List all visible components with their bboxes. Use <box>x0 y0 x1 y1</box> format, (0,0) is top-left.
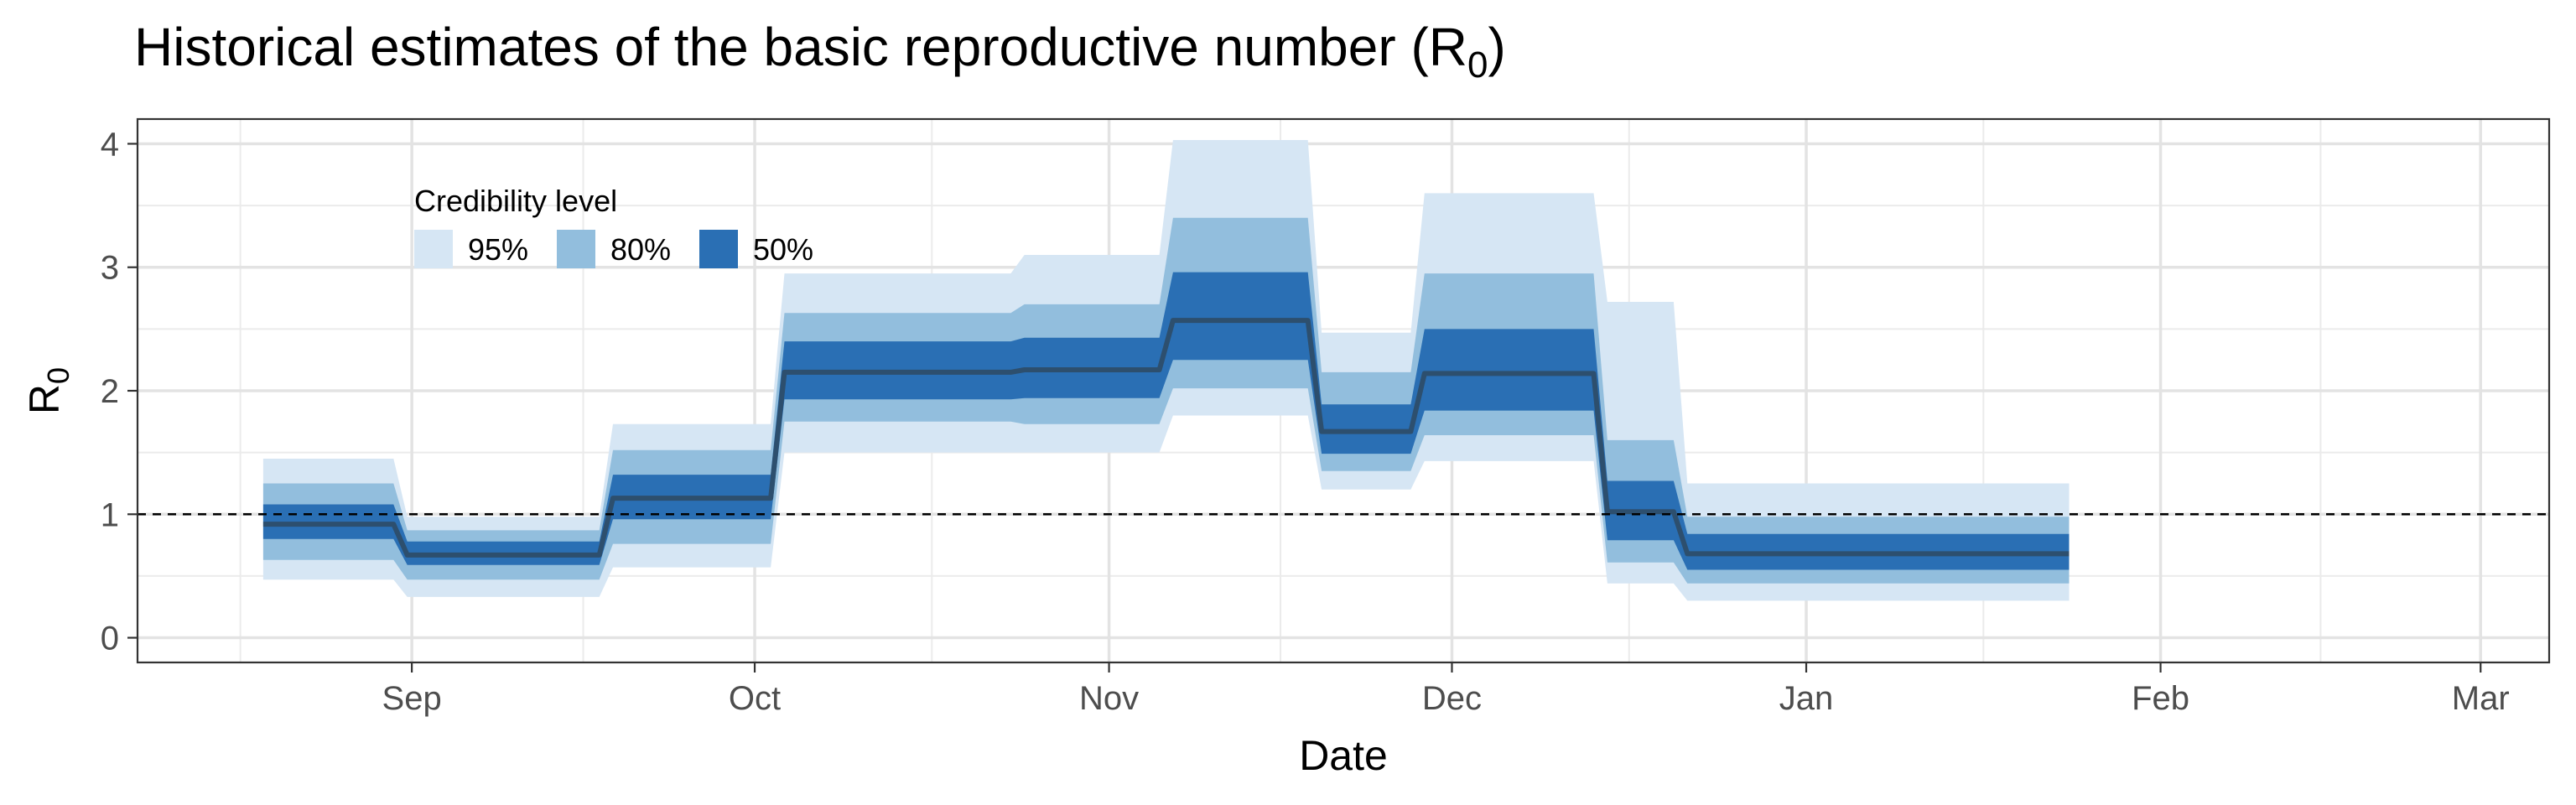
x-tick-label: Nov <box>1079 680 1139 717</box>
band-50 <box>262 272 2070 570</box>
legend-label: 50% <box>753 232 813 267</box>
y-axis-title: R0 <box>21 367 75 414</box>
x-tick-label: Sep <box>382 680 442 717</box>
chart-title: Historical estimates of the basic reprod… <box>134 17 1506 86</box>
median-line <box>262 318 2070 558</box>
legend-items: 95% 80% 50% <box>414 230 813 268</box>
x-axis-title: Date <box>1299 732 1388 779</box>
legend-swatch <box>699 230 738 268</box>
legend-label: 80% <box>610 232 671 267</box>
x-tick-label: Oct <box>729 680 781 717</box>
x-tick-label: Mar <box>2452 680 2510 717</box>
legend-swatch <box>414 230 453 268</box>
y-tick-label: 0 <box>101 621 119 657</box>
y-tick-label: 1 <box>101 496 119 533</box>
legend-swatch <box>557 230 595 268</box>
legend: Credibility level 95% 80% 50% <box>414 184 813 268</box>
y-tick-label: 4 <box>101 126 119 163</box>
y-tick-label: 2 <box>101 373 119 410</box>
band-50-series <box>262 272 2070 570</box>
x-tick-label: Dec <box>1422 680 1482 717</box>
y-tick-label: 3 <box>101 250 119 287</box>
x-axis: Sep Oct Nov Dec Jan Feb Mar <box>382 662 2510 717</box>
median-series <box>262 318 2070 558</box>
legend-title: Credibility level <box>414 184 617 218</box>
x-tick-label: Jan <box>1779 680 1834 717</box>
y-axis: 0 1 2 3 4 <box>101 126 138 657</box>
x-tick-label: Feb <box>2132 680 2189 717</box>
legend-label: 95% <box>468 232 528 267</box>
